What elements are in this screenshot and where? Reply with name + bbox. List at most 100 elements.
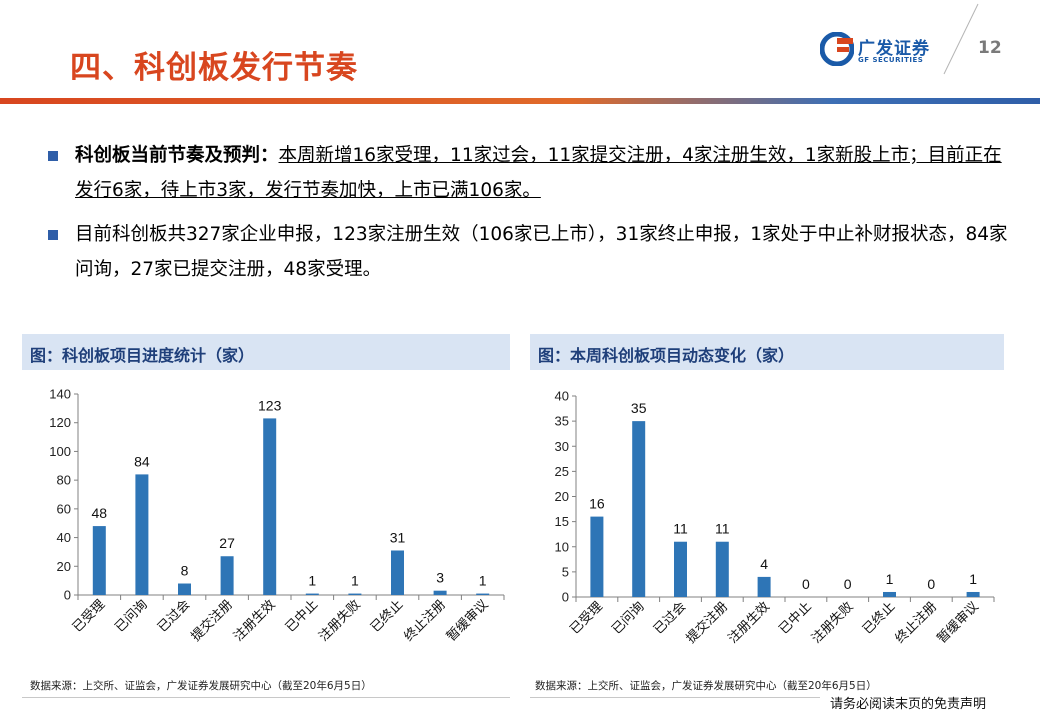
chart-heading-right: 图：本周科创板项目动态变化（家） <box>530 334 1004 370</box>
bar <box>263 418 277 595</box>
y-tick-label: 40 <box>555 389 569 404</box>
data-label: 0 <box>927 576 935 592</box>
y-tick-label: 120 <box>49 415 71 430</box>
y-tick-label: 40 <box>57 530 71 545</box>
bar <box>391 550 404 595</box>
y-tick-label: 80 <box>57 473 71 488</box>
data-label: 4 <box>760 556 768 572</box>
y-tick-label: 35 <box>555 414 569 429</box>
data-label: 1 <box>969 571 977 587</box>
bar <box>883 591 896 597</box>
category-label: 已终止 <box>859 599 897 637</box>
bar <box>305 593 319 595</box>
logo-english-name: GF SECURITIES <box>858 56 924 64</box>
data-label: 1 <box>351 573 359 589</box>
disclaimer-text: 请务必阅读末页的免责声明 <box>830 697 987 712</box>
bar <box>92 526 106 595</box>
category-label: 已过会 <box>154 597 192 635</box>
category-label: 提交注册 <box>683 599 730 646</box>
category-label: 注册失败 <box>808 599 855 646</box>
category-label: 提交注册 <box>188 597 235 644</box>
category-label: 暂缓审议 <box>934 599 981 646</box>
category-label: 注册失败 <box>316 597 363 644</box>
source-divider <box>530 697 820 698</box>
bar <box>348 593 362 595</box>
y-tick-label: 5 <box>562 564 569 579</box>
bar <box>590 516 604 597</box>
y-tick-label: 140 <box>49 387 71 402</box>
bullet-text: 目前科创板共327家企业申报，123家注册生效（106家已上市），31家终止申报… <box>75 224 1008 280</box>
bullet-square-icon <box>48 230 58 240</box>
y-tick-label: 30 <box>555 439 569 454</box>
y-tick-label: 60 <box>57 501 71 516</box>
category-label: 暂缓审议 <box>443 597 490 644</box>
data-label: 123 <box>258 397 282 413</box>
y-tick-label: 10 <box>555 539 569 554</box>
data-label: 1 <box>308 573 316 589</box>
bullet-square-icon <box>48 151 58 161</box>
data-label: 0 <box>802 576 810 592</box>
page-title: 四、科创板发行节奏 <box>70 50 358 86</box>
category-label: 终止注册 <box>401 597 448 644</box>
category-label: 已问询 <box>112 597 150 635</box>
y-tick-label: 0 <box>562 590 569 605</box>
header-rule <box>0 98 1040 104</box>
data-label: 11 <box>715 521 730 537</box>
data-label: 16 <box>589 496 605 512</box>
y-tick-label: 15 <box>555 514 569 529</box>
bar <box>135 474 149 595</box>
data-label: 27 <box>219 535 235 551</box>
bar <box>715 541 729 597</box>
category-label: 已受理 <box>567 599 605 637</box>
category-label: 已终止 <box>367 597 405 635</box>
chart-heading-text: 图：本周科创板项目动态变化（家） <box>538 346 795 365</box>
y-tick-label: 100 <box>49 444 71 459</box>
page-number: 12 <box>978 38 1002 58</box>
data-label: 3 <box>436 570 444 586</box>
data-label: 84 <box>134 453 150 469</box>
category-label: 终止注册 <box>892 599 939 646</box>
bar-chart-progress: 0 20 40 60 80 100 120 140 48 已受理 84 已问询 8 已过会 27 提交注册 12… <box>49 387 505 644</box>
bar <box>433 590 447 595</box>
category-label: 注册生效 <box>230 597 277 644</box>
bullet-underlined-text: 本周新增16家受理，11家过会，11家提交注册，4家注册生效，1家新股上市；目前… <box>75 145 1002 201</box>
bullet-bold-lead: 科创板当前节奏及预判： <box>75 145 279 166</box>
y-tick-label: 25 <box>555 464 569 479</box>
bar <box>476 593 490 595</box>
chart-heading-left: 图：科创板项目进度统计（家） <box>22 334 510 370</box>
data-label: 1 <box>479 573 487 589</box>
bullet-item: 目前科创板共327家企业申报，123家注册生效（106家已上市），31家终止申报… <box>48 217 1008 287</box>
bar <box>966 591 980 597</box>
data-label: 31 <box>390 529 406 545</box>
data-label: 11 <box>673 521 688 537</box>
category-label: 注册生效 <box>725 599 772 646</box>
gf-logo-icon <box>820 32 854 66</box>
bar <box>220 556 234 595</box>
company-logo: 广发证券 GF SECURITIES <box>820 32 945 68</box>
category-label: 已受理 <box>69 597 107 635</box>
logo-chinese-name: 广发证券 <box>858 39 930 59</box>
data-label: 8 <box>181 563 189 579</box>
bar <box>632 421 646 597</box>
source-divider <box>22 697 510 698</box>
header-divider-slash <box>943 3 979 75</box>
category-label: 已过会 <box>650 599 688 637</box>
bullet-item: 科创板当前节奏及预判：本周新增16家受理，11家过会，11家提交注册，4家注册生… <box>48 138 1008 208</box>
category-label: 已中止 <box>776 599 814 637</box>
data-label: 1 <box>886 571 894 587</box>
bar-chart-weekly-change: 051015202530354016已受理35已问询11已过会11提交注册4注册… <box>555 389 995 646</box>
data-source-note: 数据来源：上交所、证监会，广发证券发展研究中心（截至20年6月5日） <box>30 680 372 692</box>
data-label: 35 <box>631 400 647 416</box>
category-label: 已问询 <box>609 599 647 637</box>
chart-heading-text: 图：科创板项目进度统计（家） <box>30 346 255 365</box>
bar <box>757 576 771 597</box>
data-source-note: 数据来源：上交所、证监会，广发证券发展研究中心（截至20年6月5日） <box>535 680 877 692</box>
data-label: 0 <box>844 576 852 592</box>
bar <box>178 583 191 595</box>
category-label: 已中止 <box>282 597 320 635</box>
bar <box>674 541 687 597</box>
data-label: 48 <box>92 505 108 521</box>
y-tick-label: 0 <box>64 588 71 603</box>
y-tick-label: 20 <box>555 489 569 504</box>
y-tick-label: 20 <box>57 559 71 574</box>
